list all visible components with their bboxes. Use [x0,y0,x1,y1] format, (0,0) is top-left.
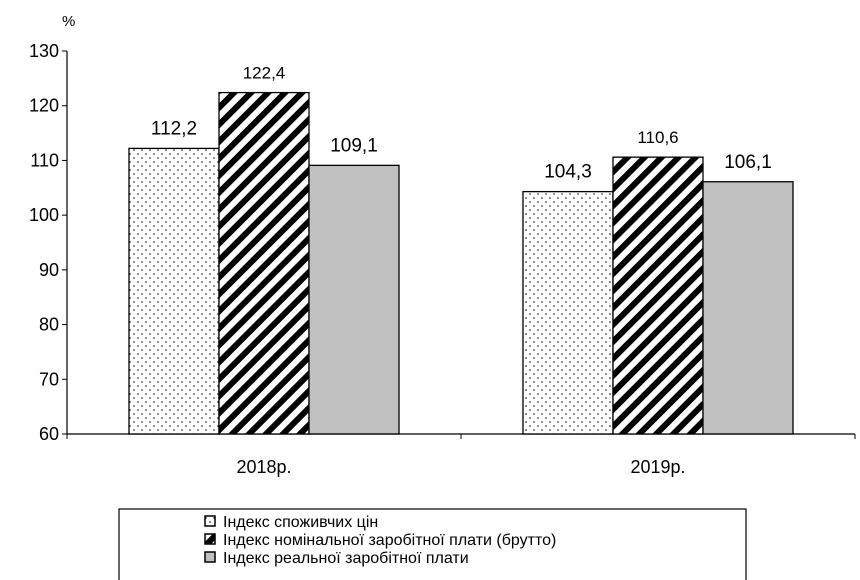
data-label: 122,4 [243,64,286,83]
data-label: 106,1 [724,152,772,173]
legend-swatch [204,515,216,527]
y-tick-label: 80 [39,315,59,335]
y-tick-label: 90 [39,260,59,280]
bar-1-2 [522,190,614,435]
data-label: 112,2 [151,118,197,139]
category-label: 2018р. [236,457,291,477]
y-unit-label: % [62,13,75,30]
bar-2-2 [612,156,704,435]
plot-area: 60 70 80 90 100 110 120 130 112,2 122,4 109,1 2018р… [29,41,856,477]
y-tick-label: 110 [30,150,59,170]
legend-entry: Індекс реальної заробітної плати [223,550,469,567]
legend-swatch [204,533,216,545]
y-tick-label: 130 [29,41,59,61]
bar-3-2 [702,181,794,435]
y-tick-label: 60 [39,424,59,444]
data-label: 109,1 [330,135,378,156]
bar-2-1 [218,91,310,435]
y-tick-label: 120 [29,96,59,116]
legend-swatch [204,551,216,563]
legend-entry: Індекс споживчих цін [223,514,378,531]
bar-3-1 [308,164,400,435]
y-tick-label: 100 [29,205,59,225]
legend-entry: Індекс номінальної заробітної плати (бру… [223,532,556,549]
bar-1-1 [128,147,220,435]
legend-box [118,508,747,580]
data-label: 110,6 [637,128,678,147]
y-tick-label: 70 [39,369,59,389]
data-label: 104,3 [544,162,592,183]
category-label: 2019р. [630,457,685,477]
